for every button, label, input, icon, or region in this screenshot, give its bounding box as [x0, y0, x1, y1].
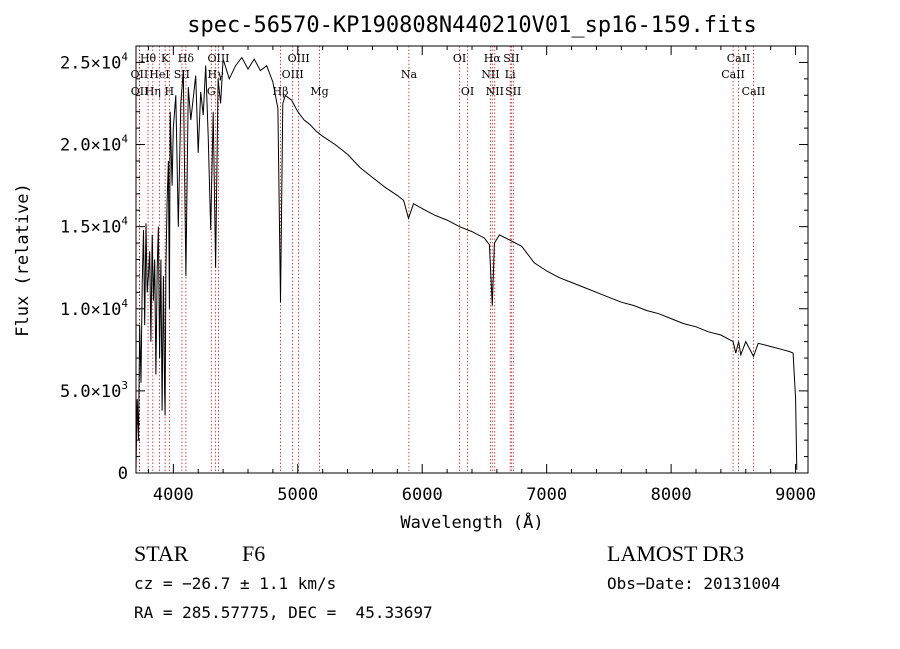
spectral-line-label: Hθ [140, 52, 157, 65]
y-tick-label: 2.0×104 [60, 133, 128, 156]
spectral-line-label: Li [505, 68, 516, 81]
spectral-line-label: G [207, 85, 216, 98]
redshift-cz: cz = −26.7 ± 1.1 km/s [134, 574, 337, 593]
spectral-line-label: Hγ [208, 68, 225, 81]
y-axis-ticks: 0 5.0×103 1.0×104 1.5×104 2.0×104 2.5×104 [60, 45, 808, 484]
spectral-line-label: CaII [727, 52, 751, 65]
spectral-line-markers [138, 46, 754, 473]
spectral-line-label: OI [453, 52, 466, 65]
object-subclass: F6 [242, 541, 266, 566]
y-axis-label: Flux (relative) [13, 183, 33, 337]
spectral-line-label: OII [131, 68, 149, 81]
spectral-line-label: SII [505, 85, 521, 98]
spectral-line-label: H [165, 85, 175, 98]
x-tick-label: 9000 [775, 485, 816, 505]
observation-date: Obs−Date: 20131004 [607, 574, 781, 593]
x-axis-ticks: 4000 5000 6000 7000 8000 9000 [147, 46, 816, 505]
spectral-line-label: SII [174, 68, 190, 81]
spectral-line-label: OIII [207, 52, 229, 65]
spectral-line-label: Hη [145, 85, 161, 98]
spectral-line-label: OII [131, 85, 149, 98]
spectral-line-label: HeI [149, 68, 169, 81]
spectral-line-labels: HθOIIOIIHηHeIKHSIIHδGHγOIIIHβOIIIOIIIMgN… [131, 52, 766, 98]
object-class: STAR [134, 541, 189, 566]
x-axis-label: Wavelength (Å) [400, 511, 543, 533]
spectral-line-label: Hα [484, 52, 502, 65]
x-tick-label: 6000 [402, 485, 443, 505]
spectral-line-label: NII [486, 85, 504, 98]
spectral-line-label: CaII [742, 85, 766, 98]
spectral-line-label: Na [401, 68, 418, 81]
spectral-line-label: OI [461, 85, 474, 98]
spectral-line-label: OIII [282, 68, 304, 81]
x-tick-label: 5000 [277, 485, 318, 505]
spectral-line-label: Mg [310, 85, 328, 98]
x-tick-label: 4000 [153, 485, 194, 505]
spectral-line-label: OIII [288, 52, 310, 65]
spectrum-line [135, 56, 798, 470]
spectral-line-label: SII [503, 52, 519, 65]
spectral-line-label: CaII [721, 68, 745, 81]
y-tick-label: 2.5×104 [60, 50, 128, 73]
chart-title: spec-56570-KP190808N440210V01_sp16-159.f… [187, 13, 757, 38]
spectral-line-label: NII [481, 68, 499, 81]
x-tick-label: 7000 [526, 485, 567, 505]
survey-name: LAMOST DR3 [607, 541, 745, 566]
spectral-line-label: Hδ [178, 52, 195, 65]
y-tick-label: 5.0×103 [60, 379, 128, 402]
plot-frame [135, 45, 809, 474]
spectral-line-label: K [161, 52, 170, 65]
y-tick-label: 1.0×104 [60, 297, 128, 320]
spectral-line-label: Hβ [273, 85, 289, 98]
x-tick-label: 8000 [651, 485, 692, 505]
y-tick-label: 0 [118, 464, 128, 484]
y-tick-label: 1.5×104 [60, 215, 128, 238]
coordinates: RA = 285.57775, DEC = 45.33697 [134, 603, 433, 622]
